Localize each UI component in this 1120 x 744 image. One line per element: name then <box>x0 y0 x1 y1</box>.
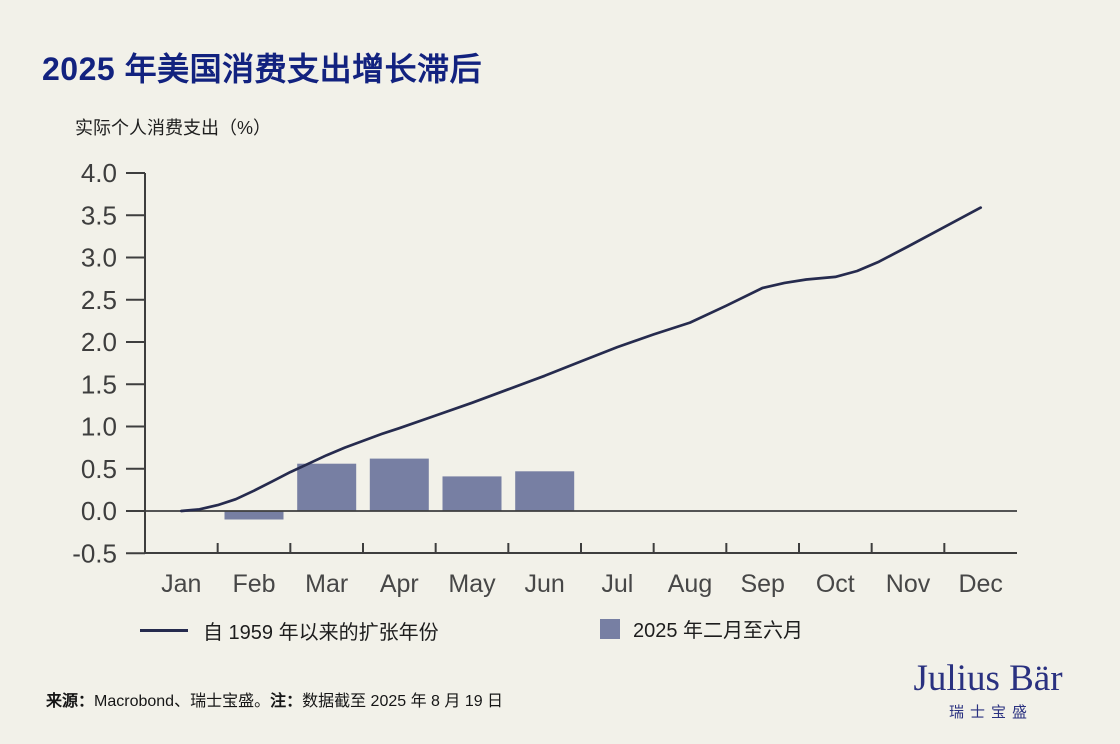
logo-wordmark: Julius Bär <box>913 658 1063 699</box>
y-tick-label-2.5: 2.5 <box>81 285 117 315</box>
x-tick-label-Oct: Oct <box>816 570 855 598</box>
y-tick-label-0.5: 0.5 <box>81 454 117 484</box>
line-series <box>179 206 983 513</box>
julius-baer-logo: Julius Bär 瑞士宝盛 <box>900 660 1076 722</box>
bar-legend-label: 2025 年二月至六月 <box>633 620 804 642</box>
x-tick-label-Aug: Aug <box>668 570 712 598</box>
bar-Mar <box>297 463 357 511</box>
bar-legend-swatch-icon <box>600 618 620 639</box>
y-tick-label-1.5: 1.5 <box>81 369 117 399</box>
line-legend-swatch-icon <box>140 629 188 632</box>
note-text: 数据截至 2025 年 8 月 19 日 <box>302 693 504 710</box>
y-tick-label-1.0: 1.0 <box>81 412 117 442</box>
x-tick-label-Dec: Dec <box>958 570 1002 598</box>
y-tick-label-0.0: 0.0 <box>81 496 117 526</box>
x-tick-label-Mar: Mar <box>305 570 348 598</box>
page-title: 2025 年美国消费支出增长滞后 <box>42 51 483 87</box>
logo-chinese-name: 瑞士宝盛 <box>948 704 1033 721</box>
x-tick-label-May: May <box>448 570 496 598</box>
legend-line-item: 自 1959 年以来的扩张年份 <box>140 616 439 645</box>
x-tick-label-Sep: Sep <box>740 570 784 598</box>
y-tick-label-4.0: 4.0 <box>81 158 117 188</box>
y-tick-label-2.0: 2.0 <box>81 327 117 357</box>
chart-canvas: 4.0 3.5 3.0 2.5 2.0 1.5 1.0 0.5 0.0 -0.5 Jan Feb Mar… <box>72 158 1017 598</box>
y-tick-label-3.0: 3.0 <box>81 243 117 273</box>
legend-bar-item: 2025 年二月至六月 <box>600 614 803 643</box>
source-label: 来源： <box>46 693 95 710</box>
y-tick-label-3.5: 3.5 <box>81 200 117 230</box>
y-tick-label--0.5: -0.5 <box>72 538 117 568</box>
bar-May <box>442 476 502 511</box>
bar-Feb <box>224 511 284 520</box>
bar-Jun <box>515 471 575 511</box>
x-tick-label-Jul: Jul <box>601 570 633 598</box>
source-text: Macrobond、瑞士宝盛。 <box>94 693 271 710</box>
note-label: 注： <box>270 693 303 710</box>
x-tick-label-Apr: Apr <box>380 570 419 598</box>
source-note: 来源：Macrobond、瑞士宝盛。注：数据截至 2025 年 8 月 19 日 <box>46 687 503 711</box>
line-legend-label: 自 1959 年以来的扩张年份 <box>203 622 439 644</box>
bar-Apr <box>369 458 429 511</box>
y-axis-title: 实际个人消费支出（%） <box>75 118 272 138</box>
x-tick-label-Feb: Feb <box>232 570 275 598</box>
x-tick-label-Jun: Jun <box>525 570 565 598</box>
x-tick-label-Nov: Nov <box>886 570 931 598</box>
x-tick-label-Jan: Jan <box>161 570 201 598</box>
